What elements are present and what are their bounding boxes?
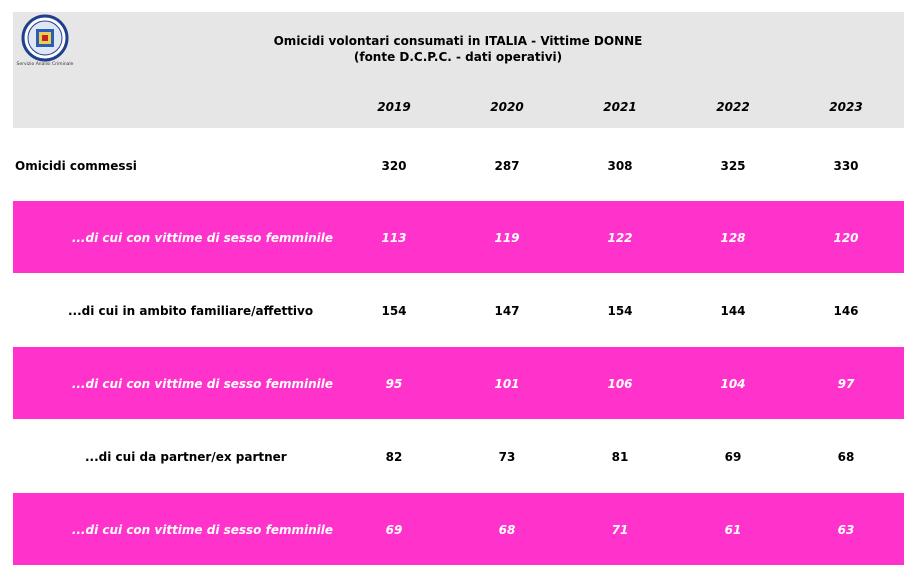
- cell-2020: 68: [498, 523, 516, 537]
- row-label: ...di cui da partner/ex partner: [85, 450, 287, 464]
- table-title: Omicidi volontari consumati in ITALIA - …: [273, 34, 643, 48]
- cell-2023: 330: [833, 159, 859, 173]
- cell-2021: 71: [611, 523, 629, 537]
- cell-2019: 113: [381, 231, 407, 245]
- row-label: Omicidi commessi: [15, 159, 137, 173]
- cell-2020: 287: [494, 159, 520, 173]
- cell-2019: 82: [385, 450, 403, 464]
- table-row-vittime-femminili-totale: ...di cui con vittime di sesso femminile…: [13, 201, 904, 273]
- row-label: ...di cui con vittime di sesso femminile: [71, 523, 333, 537]
- cell-2023: 146: [833, 304, 859, 318]
- column-header-2023: 2023: [829, 100, 863, 114]
- cell-2019: 154: [381, 304, 407, 318]
- logo-caption: Servizio Analisi Criminale: [16, 62, 74, 67]
- column-header-2021: 2021: [603, 100, 637, 114]
- cell-2023: 120: [833, 231, 859, 245]
- row-label: ...di cui con vittime di sesso femminile: [71, 231, 333, 245]
- cell-2022: 61: [724, 523, 742, 537]
- cell-2021: 154: [607, 304, 633, 318]
- cell-2020: 101: [494, 377, 520, 391]
- cell-2023: 97: [837, 377, 855, 391]
- cell-2021: 81: [611, 450, 629, 464]
- cell-2022: 325: [720, 159, 746, 173]
- cell-2019: 320: [381, 159, 407, 173]
- table-row-omicidi-commessi: Omicidi commessi 320 287 308 325 330: [13, 129, 904, 201]
- cell-2021: 122: [607, 231, 633, 245]
- column-header-2022: 2022: [716, 100, 750, 114]
- cell-2023: 63: [837, 523, 855, 537]
- table-row-partner-ex-partner: ...di cui da partner/ex partner 82 73 81…: [13, 420, 904, 492]
- table-header: Servizio Analisi Criminale Omicidi volon…: [13, 12, 904, 128]
- cell-2019: 95: [385, 377, 403, 391]
- table-row-vittime-femminili-familiare: ...di cui con vittime di sesso femminile…: [13, 347, 904, 419]
- row-label: ...di cui in ambito familiare/affettivo: [68, 304, 314, 318]
- row-label: ...di cui con vittime di sesso femminile: [71, 377, 333, 391]
- cell-2023: 68: [837, 450, 855, 464]
- column-header-2020: 2020: [490, 100, 524, 114]
- table-subtitle: (fonte D.C.P.C. - dati operativi): [353, 50, 563, 64]
- cell-2021: 308: [607, 159, 633, 173]
- cell-2020: 119: [494, 231, 520, 245]
- cell-2022: 128: [720, 231, 746, 245]
- cell-2020: 147: [494, 304, 520, 318]
- column-header-2019: 2019: [377, 100, 411, 114]
- cell-2022: 144: [720, 304, 746, 318]
- table-sheet: Servizio Analisi Criminale Omicidi volon…: [13, 12, 904, 568]
- police-logo-icon: [21, 14, 69, 62]
- cell-2022: 69: [724, 450, 742, 464]
- cell-2019: 69: [385, 523, 403, 537]
- table-row-vittime-femminili-partner: ...di cui con vittime di sesso femminile…: [13, 493, 904, 565]
- cell-2021: 106: [607, 377, 633, 391]
- cell-2020: 73: [498, 450, 516, 464]
- table-row-ambito-familiare: ...di cui in ambito familiare/affettivo …: [13, 274, 904, 346]
- cell-2022: 104: [720, 377, 746, 391]
